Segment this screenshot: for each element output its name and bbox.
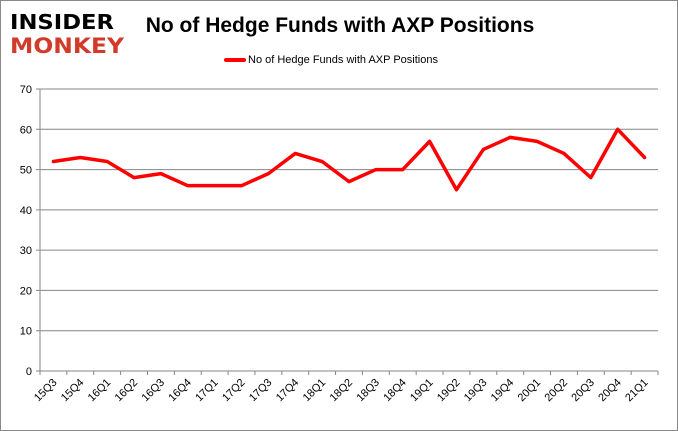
x-tick-label: 16Q3 (140, 377, 168, 405)
y-tick-label: 30 (20, 245, 32, 257)
logo-line1: INSIDER (10, 10, 114, 34)
x-tick-label: 20Q1 (516, 377, 544, 405)
x-tick-label: 20Q3 (569, 377, 597, 405)
legend: No of Hedge Funds with AXP Positions (224, 54, 438, 66)
data-point (320, 160, 324, 164)
x-tick-label: 16Q1 (86, 377, 114, 405)
y-tick-label: 10 (20, 326, 32, 338)
x-tick-label: 17Q1 (193, 377, 221, 405)
x-tick-label: 17Q2 (220, 377, 248, 405)
data-point (132, 176, 136, 180)
legend-swatch (224, 58, 246, 62)
x-tick-label: 17Q4 (274, 377, 302, 405)
legend-label: No of Hedge Funds with AXP Positions (248, 54, 438, 66)
y-tick-label: 20 (20, 285, 32, 297)
data-point (293, 151, 297, 155)
y-tick-label: 70 (20, 84, 32, 96)
data-point (105, 160, 109, 164)
data-point (454, 188, 458, 192)
data-point (266, 172, 270, 176)
data-point (481, 147, 485, 151)
data-point (51, 160, 55, 164)
data-point (374, 168, 378, 172)
logo-line2: MONKEY (10, 34, 125, 56)
y-tick-label: 40 (20, 205, 32, 217)
x-tick-label: 19Q2 (435, 377, 463, 405)
data-point (347, 180, 351, 184)
x-tick-label: 18Q4 (381, 377, 409, 405)
y-tick-label: 50 (20, 165, 32, 177)
insider-monkey-logo: INSIDER MONKEY (10, 10, 125, 56)
x-tick-label: 17Q3 (247, 377, 275, 405)
x-tick-label: 19Q1 (408, 377, 436, 405)
x-tick-label: 18Q1 (301, 377, 329, 405)
data-point (401, 168, 405, 172)
y-tick-label: 60 (20, 124, 32, 136)
x-tick-label: 18Q2 (328, 377, 356, 405)
data-point (186, 184, 190, 188)
chart-title: No of Hedge Funds with AXP Positions (145, 14, 535, 37)
data-point (643, 155, 647, 159)
data-point (508, 135, 512, 139)
data-point (213, 184, 217, 188)
data-point (535, 139, 539, 143)
x-tick-label: 19Q3 (462, 377, 490, 405)
y-tick-label: 0 (26, 366, 32, 378)
data-point (616, 127, 620, 131)
x-tick-label: 20Q4 (596, 377, 624, 405)
x-tick-label: 20Q2 (543, 377, 571, 405)
data-point (240, 184, 244, 188)
data-point (428, 139, 432, 143)
x-tick-label: 15Q4 (59, 377, 87, 405)
data-point (78, 155, 82, 159)
x-tick-label: 18Q3 (354, 377, 382, 405)
x-tick-label: 15Q3 (32, 377, 60, 405)
x-tick-label: 19Q4 (489, 377, 517, 405)
x-tick-label: 16Q4 (166, 377, 194, 405)
data-point (562, 151, 566, 155)
data-point (159, 172, 163, 176)
x-tick-label: 21Q1 (623, 377, 651, 405)
data-point (589, 176, 593, 180)
x-tick-label: 16Q2 (113, 377, 141, 405)
